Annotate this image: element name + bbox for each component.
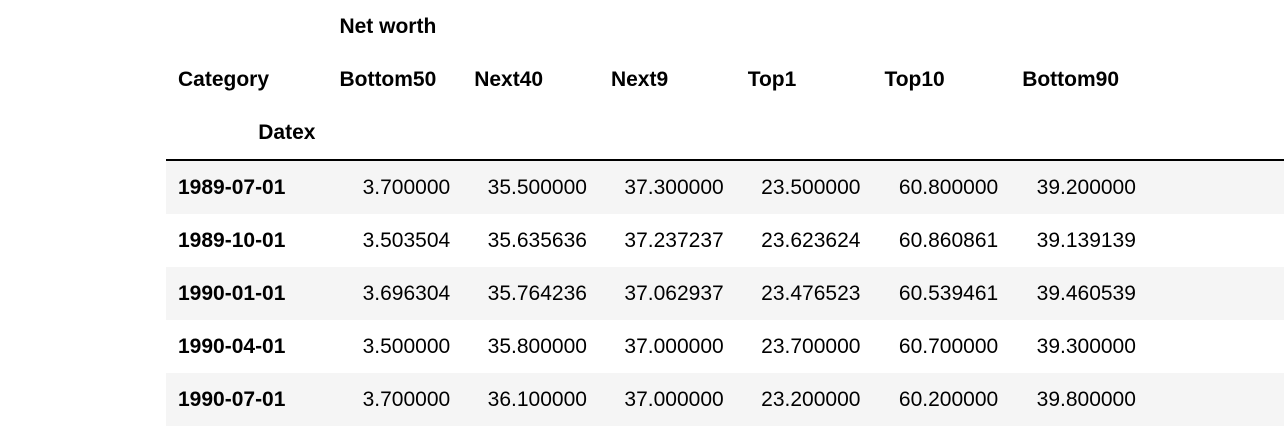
column-header: Next9	[610, 67, 669, 91]
table-cell: 60.860861	[898, 228, 999, 252]
table-cell: 39.200000	[1036, 175, 1136, 199]
table-cell: 3.700000	[362, 387, 451, 411]
table-row: 1989-10-01 3.503504 35.635636 37.237237 …	[166, 214, 1284, 267]
table-body: 1989-07-01 3.700000 35.500000 37.300000 …	[166, 160, 1284, 426]
header-blank-cell	[1148, 53, 1284, 106]
column-header: Bottom50	[339, 67, 437, 91]
table-cell: 60.700000	[898, 334, 999, 358]
row-index: 1989-10-01	[178, 228, 286, 252]
table-cell: 35.500000	[487, 175, 587, 199]
dataframe-output: Net worth Category Bottom50 Next40 Next9…	[166, 0, 1284, 426]
table-cell-empty	[1148, 160, 1284, 214]
table-cell: 35.800000	[487, 334, 587, 358]
table-cell: 3.500000	[362, 334, 451, 358]
header-blank-cell	[462, 0, 599, 53]
table-cell: 3.700000	[362, 175, 451, 199]
table-cell: 60.800000	[898, 175, 999, 199]
table-row: 1990-07-01 3.700000 36.100000 37.000000 …	[166, 373, 1284, 426]
header-blank-cell	[735, 106, 873, 161]
header-blank-cell	[1010, 106, 1148, 161]
table-cell-empty	[1148, 267, 1284, 320]
table-cell: 23.476523	[761, 281, 861, 305]
table-cell: 3.696304	[362, 281, 451, 305]
table-cell: 37.300000	[624, 175, 724, 199]
table-cell: 36.100000	[487, 387, 587, 411]
table-cell: 35.764236	[487, 281, 587, 305]
table-cell: 39.139139	[1036, 228, 1136, 252]
row-index: 1990-07-01	[178, 387, 286, 411]
table-row: 1989-07-01 3.700000 35.500000 37.300000 …	[166, 160, 1284, 214]
header-blank-cell	[327, 106, 463, 161]
table-cell: 23.500000	[761, 175, 861, 199]
header-blank-cell	[462, 106, 599, 161]
table-cell-empty	[1148, 214, 1284, 267]
index-name: Datex	[166, 106, 328, 161]
table-row: 1990-01-01 3.696304 35.764236 37.062937 …	[166, 267, 1284, 320]
column-header: Top10	[884, 67, 945, 91]
column-level-name: Net worth	[339, 14, 437, 38]
column-header: Next40	[474, 67, 544, 91]
table-cell: 23.200000	[761, 387, 861, 411]
table-cell: 60.200000	[898, 387, 999, 411]
header-blank-cell	[166, 0, 327, 53]
index-name-row: Datex	[166, 106, 1284, 161]
row-index: 1990-04-01	[178, 334, 286, 358]
header-blank-cell	[736, 0, 873, 53]
table-cell: 39.800000	[1036, 387, 1136, 411]
table-cell: 3.503504	[362, 228, 451, 252]
table-cell: 37.237237	[624, 228, 724, 252]
table-cell: 37.000000	[624, 334, 724, 358]
table-cell-empty	[1148, 320, 1284, 373]
table-cell: 39.460539	[1036, 281, 1136, 305]
table-row: 1990-04-01 3.500000 35.800000 37.000000 …	[166, 320, 1284, 373]
column-header: Bottom90	[1022, 67, 1120, 91]
column-level-row: Net worth	[166, 0, 1284, 53]
row-index: 1990-01-01	[178, 281, 286, 305]
column-header: Top1	[747, 67, 797, 91]
table-cell-empty	[1148, 373, 1284, 426]
header-blank-cell	[872, 0, 1010, 53]
table-cell: 37.062937	[624, 281, 724, 305]
header-blank-cell	[1148, 0, 1284, 53]
header-blank-cell	[599, 0, 736, 53]
row-index: 1989-07-01	[178, 175, 286, 199]
table-cell: 39.300000	[1036, 334, 1136, 358]
header-blank-cell	[872, 106, 1011, 161]
columns-name-label: Category	[178, 67, 270, 91]
table-cell: 37.000000	[624, 387, 724, 411]
table-header: Net worth Category Bottom50 Next40 Next9…	[166, 0, 1284, 161]
header-blank-cell	[1010, 0, 1148, 53]
table-cell: 35.635636	[487, 228, 587, 252]
table-cell: 60.539461	[898, 281, 999, 305]
table-cell: 23.700000	[761, 334, 861, 358]
column-header-row: Category Bottom50 Next40 Next9 Top1 Top1…	[166, 53, 1284, 106]
table-cell: 23.623624	[761, 228, 861, 252]
dataframe-table: Net worth Category Bottom50 Next40 Next9…	[166, 0, 1284, 426]
header-blank-cell	[598, 106, 736, 161]
header-blank-cell	[1147, 106, 1284, 161]
